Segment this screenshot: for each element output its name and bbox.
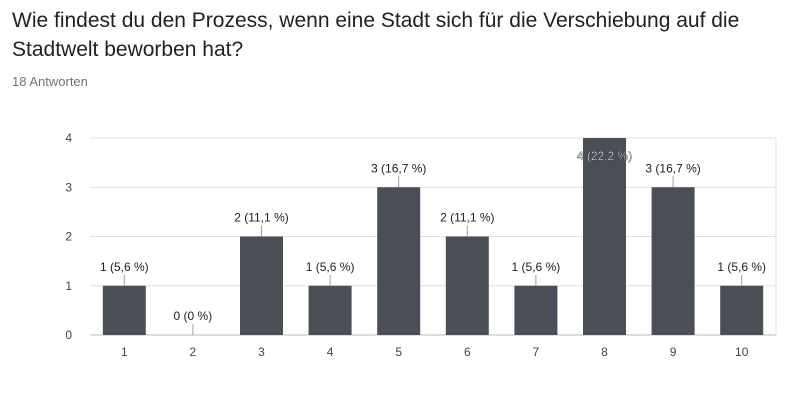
data-labels: 1 (5,6 %) 0 (0 %) 2 (11,1 %) 1 (5,6 %) 3 (16… xyxy=(100,149,766,335)
data-label: 1 (5,6 %) xyxy=(512,260,561,274)
bar xyxy=(377,187,421,335)
bar xyxy=(240,236,283,335)
x-tick-label: 9 xyxy=(670,345,677,359)
y-tick-label: 3 xyxy=(65,180,72,194)
data-label: 1 (5,6 %) xyxy=(100,260,149,274)
question-title: Wie findest du den Prozess, wenn eine St… xyxy=(12,9,740,61)
x-tick-label: 1 xyxy=(121,345,128,359)
x-tick-label: 8 xyxy=(601,345,608,359)
bar xyxy=(514,285,558,335)
x-tick-label: 7 xyxy=(533,345,540,359)
x-tick-label: 10 xyxy=(735,345,749,359)
bar xyxy=(720,285,764,335)
data-label: 3 (16,7 %) xyxy=(371,161,426,175)
x-tick-label: 4 xyxy=(327,345,334,359)
y-tick-label: 1 xyxy=(65,279,72,293)
x-tick-label: 2 xyxy=(190,345,197,359)
data-label: 2 (11,1 %) xyxy=(440,211,494,225)
response-count: 18 Antworten xyxy=(12,74,88,89)
data-label: 1 (5,6 %) xyxy=(717,260,766,274)
data-label: 4 (22,2 %) xyxy=(577,149,632,163)
x-tick-label: 3 xyxy=(258,345,265,359)
bar xyxy=(308,285,352,335)
y-tick-label: 2 xyxy=(65,230,72,244)
bar xyxy=(583,138,626,335)
data-label: 0 (0 %) xyxy=(174,309,213,323)
y-tick-label: 4 xyxy=(65,131,72,145)
bars xyxy=(102,138,764,335)
data-label: 3 (16,7 %) xyxy=(645,161,700,175)
x-tick-label: 5 xyxy=(395,345,402,359)
bar xyxy=(102,285,146,335)
data-label: 2 (11,1 %) xyxy=(234,211,288,225)
bar xyxy=(651,187,695,335)
x-axis-ticks: 1 2 3 4 5 6 7 8 9 10 xyxy=(121,345,749,359)
bar xyxy=(445,236,489,335)
x-tick-label: 6 xyxy=(464,345,471,359)
data-label: 1 (5,6 %) xyxy=(306,260,355,274)
y-tick-label: 0 xyxy=(65,328,72,342)
y-axis-ticks: 0 1 2 3 4 xyxy=(65,131,72,342)
